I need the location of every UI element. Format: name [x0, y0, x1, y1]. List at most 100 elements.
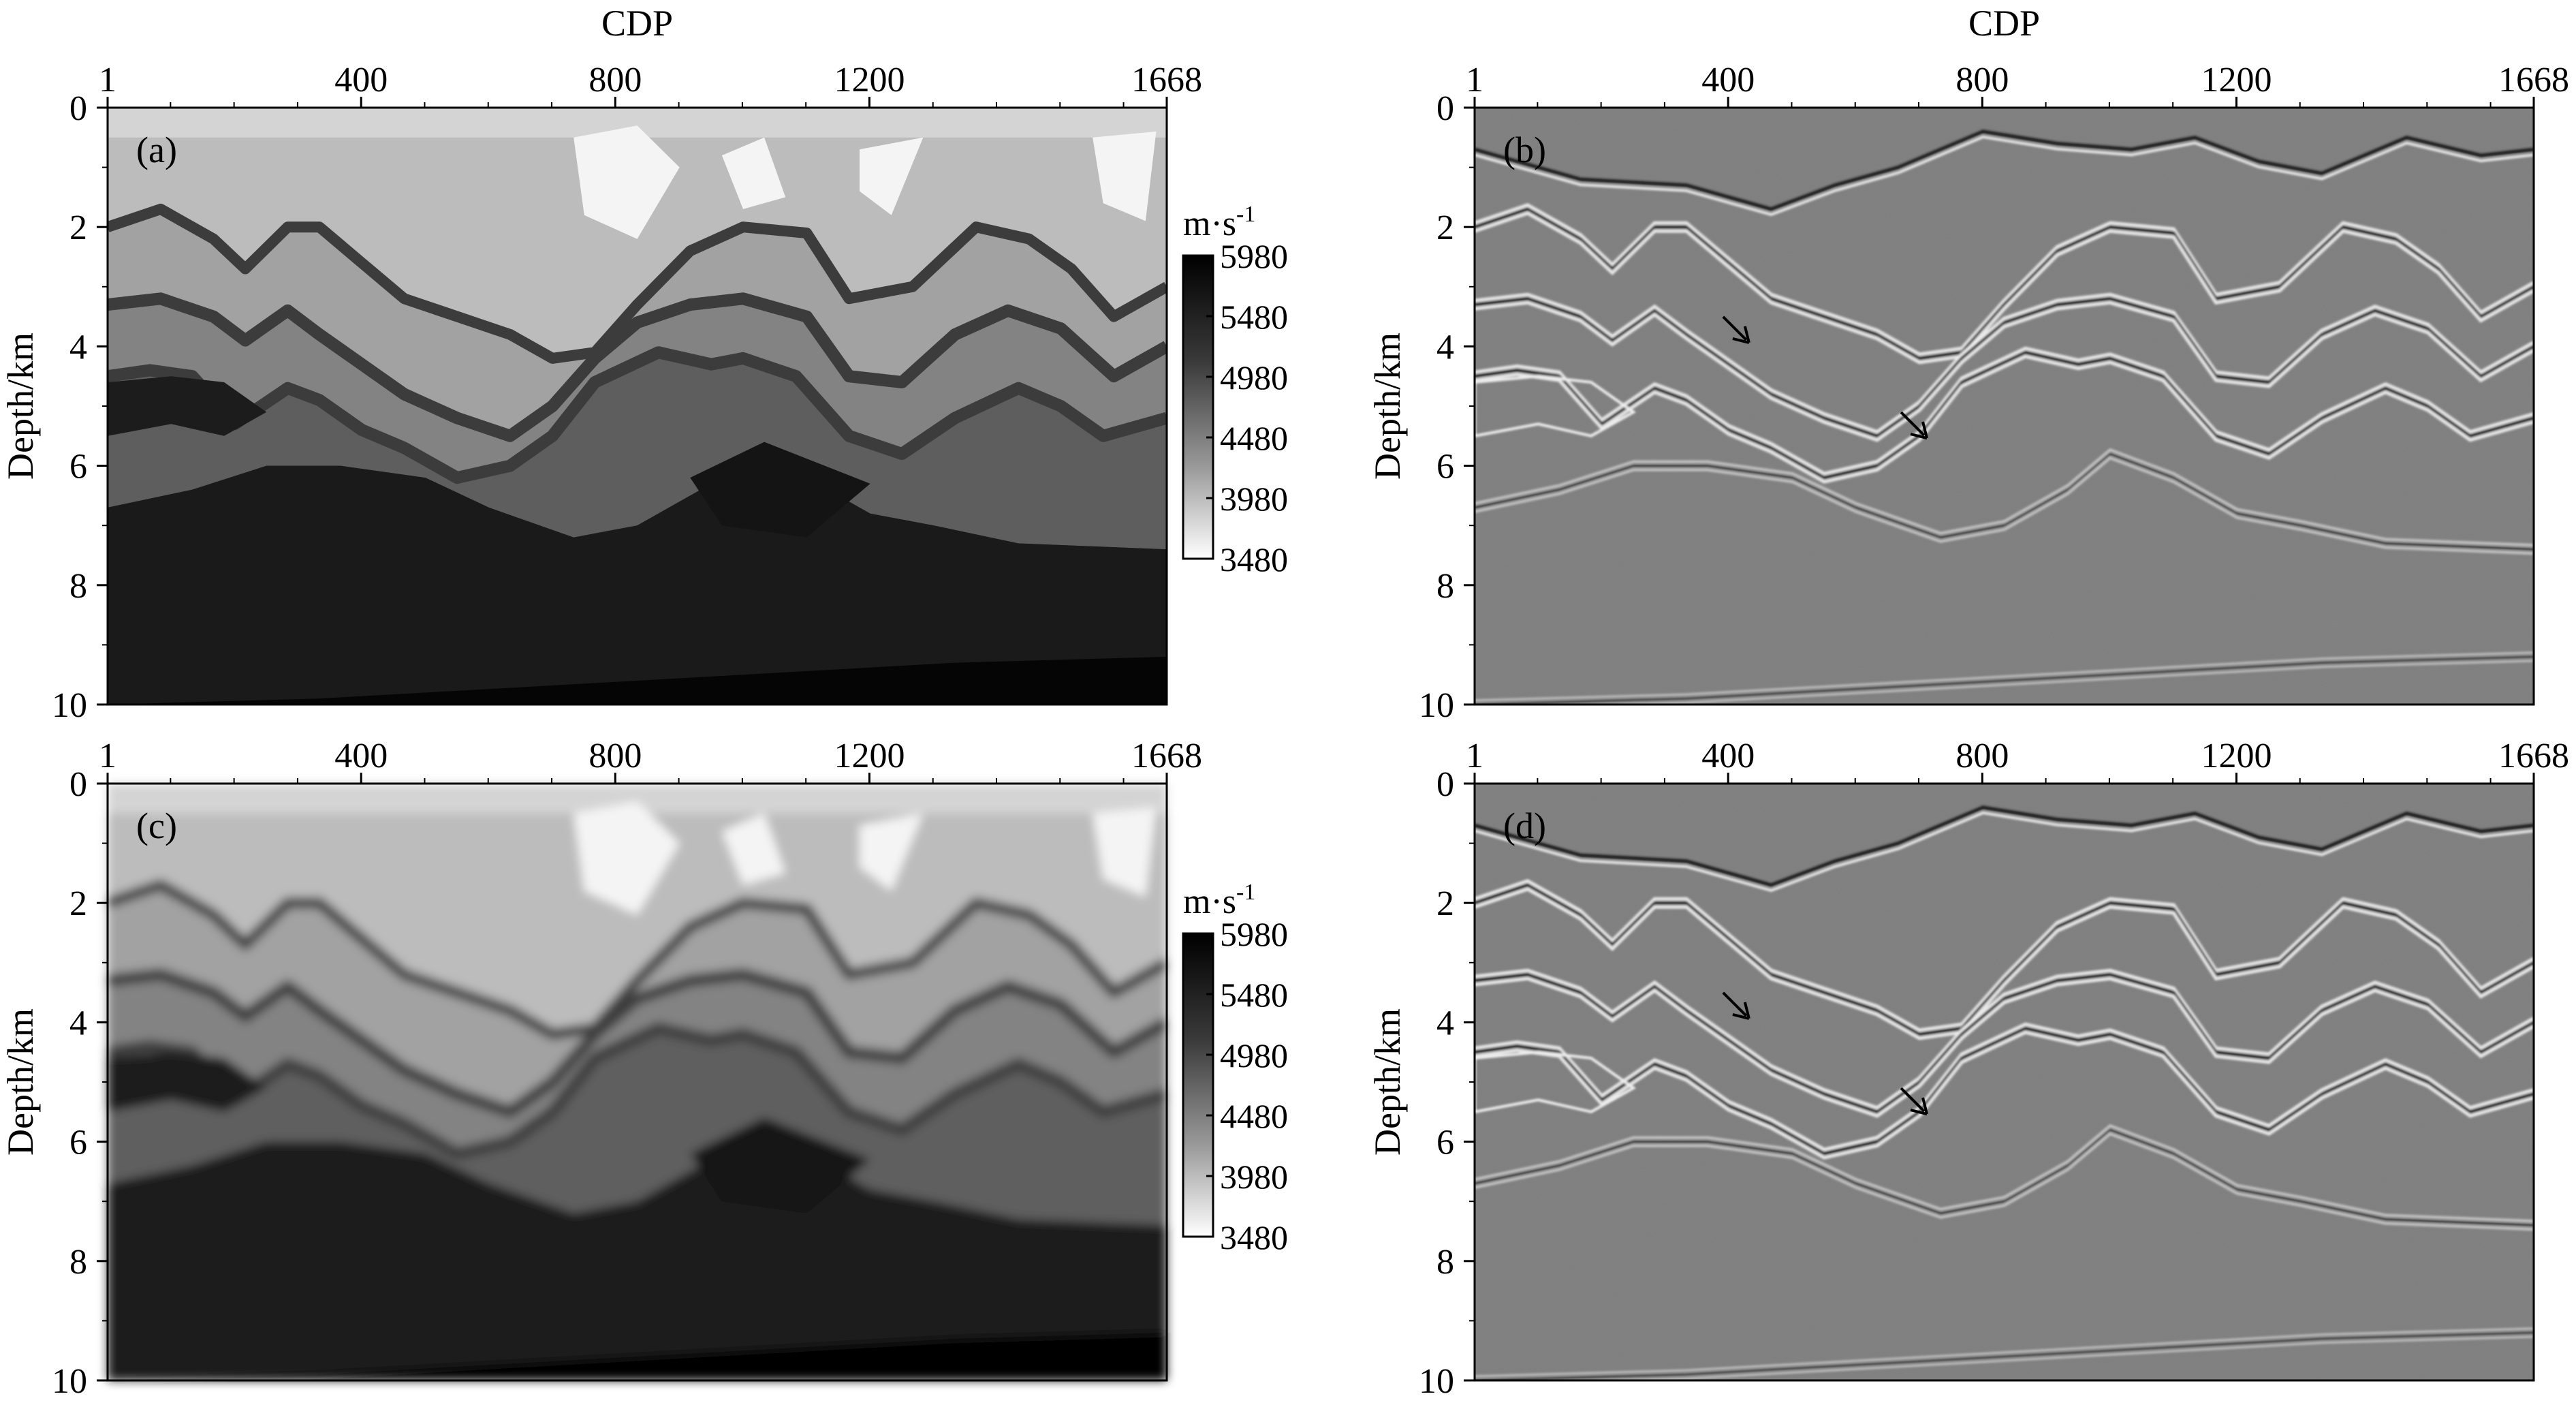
low-velocity-patch: [574, 801, 680, 915]
reflector-event: [1475, 1026, 2534, 1156]
seafloor-event: [1475, 129, 2534, 211]
y-tick-label: 4: [69, 328, 87, 367]
x-tick-label: 1: [99, 61, 116, 99]
y-tick-label: 8: [1436, 567, 1454, 606]
basement-block: [690, 442, 870, 538]
y-axis-title: Depth/km: [0, 333, 41, 480]
reflector-event: [1475, 456, 2534, 555]
y-tick-label: 0: [69, 89, 87, 128]
x-tick-label: 800: [1955, 61, 2009, 99]
colorbar-tick-label: 5480: [1220, 298, 1288, 336]
y-tick-label: 2: [1436, 884, 1454, 923]
axes-b: 1 400 800 1200 1668 0 2 4 6 8 10 CDP Depth/km (b): [1367, 3, 2569, 725]
y-tick-label: 8: [69, 1243, 87, 1282]
y-tick-label: 4: [1436, 1004, 1454, 1042]
reflector-event: [1583, 660, 2534, 705]
salt-outline-event: [1475, 1051, 1637, 1113]
y-axis-title: Depth/km: [0, 1008, 41, 1156]
reflector-event: [1475, 655, 2534, 705]
x-tick-label: 800: [588, 61, 642, 99]
x-tick-label: 400: [334, 61, 388, 99]
colorbar-c: 5980 5480 4980 4480 3980 3480 m·s-1: [1182, 880, 1288, 1256]
y-tick-label: 6: [69, 1124, 87, 1162]
colorbar-tick-label: 3980: [1220, 480, 1288, 518]
colorbar-tick-label: 4980: [1220, 358, 1288, 397]
reflector-event: [1475, 976, 2534, 1118]
axes-d: 1 400 800 1200 1668 0 2 4 6 8 10 Depth/km (d): [1367, 737, 2569, 1401]
y-tick-label: 10: [1419, 686, 1454, 725]
y-tick-label: 0: [1436, 765, 1454, 804]
reflector-event: [1475, 879, 2534, 1032]
colorbar-tick-label: 5480: [1220, 976, 1288, 1014]
arrow-marker: [1722, 991, 1750, 1020]
reflector-event: [1475, 296, 2534, 438]
y-tick-label: 4: [69, 1004, 87, 1042]
high-velocity-band: [108, 292, 1167, 442]
y-tick-label: 8: [69, 567, 87, 606]
arrow-shaft: [1900, 1087, 1926, 1113]
y-tick-label: 8: [1436, 1243, 1454, 1282]
bottom-layer: [108, 656, 1167, 705]
arrow-head: [1732, 1002, 1750, 1020]
x-axis-title: CDP: [601, 3, 673, 44]
migration-image-b: [1475, 108, 2534, 705]
axes-c: 1 400 800 1200 1668 0 2 4 6 8 10 Depth/km (c): [0, 737, 1202, 1401]
axes-a: 1 400 800 1200 1668 0 2 4 6 8 10 CDP Depth/km (a): [0, 3, 1202, 725]
y-tick-label: 10: [52, 686, 87, 725]
reflector-event: [1475, 350, 2534, 480]
colorbar-a: 5980 5480 4980 4480 3980 3480 m·s-1: [1182, 202, 1288, 578]
panel-label: (b): [1503, 129, 1546, 170]
basement: [108, 454, 1167, 705]
colorbar-tick-label: 4480: [1220, 419, 1288, 457]
reflector-event: [1475, 1124, 2534, 1223]
reflector-event: [1475, 972, 2534, 1114]
reflector-event: [1475, 1030, 2534, 1160]
low-velocity-patch: [860, 137, 924, 215]
seafloor-event: [1475, 805, 2534, 887]
reflector-event: [1475, 1128, 2534, 1227]
high-velocity-band: [108, 968, 1167, 1118]
arrow-marker: [1900, 1087, 1928, 1115]
basement: [108, 1130, 1167, 1380]
low-velocity-patch: [721, 137, 786, 209]
x-tick-label: 1668: [2498, 61, 2569, 99]
y-tick-label: 2: [69, 208, 87, 247]
colorbar-unit: m·s-1: [1183, 880, 1255, 921]
y-axis-title: Depth/km: [1367, 1008, 1408, 1156]
y-tick-label: 2: [1436, 208, 1454, 247]
velocity-model-c: [108, 784, 1167, 1380]
reflector-event: [1475, 1331, 2534, 1380]
x-tick-label: 1: [1466, 737, 1483, 775]
low-velocity-patch: [574, 125, 680, 239]
y-tick-label: 6: [1436, 448, 1454, 486]
x-tick-label: 800: [1955, 737, 2009, 775]
high-velocity-band: [108, 1022, 1167, 1160]
salt-body: [108, 1052, 267, 1112]
colorbar-tick-label: 4480: [1220, 1097, 1288, 1135]
x-tick-label: 1668: [1131, 737, 1202, 775]
x-tick-label: 400: [1701, 61, 1755, 99]
x-tick-label: 1668: [1131, 61, 1202, 99]
reflector-event: [1475, 292, 2534, 434]
x-tick-label: 1200: [834, 737, 905, 775]
seafloor-event: [1475, 811, 2534, 893]
migration-image-d: [1475, 784, 2534, 1380]
y-tick-label: 2: [69, 884, 87, 923]
arrow-shaft: [1722, 315, 1748, 341]
reflector-event: [1583, 1335, 2534, 1380]
x-tick-label: 400: [334, 737, 388, 775]
y-tick-label: 6: [1436, 1124, 1454, 1162]
arrow-head: [1910, 421, 1928, 439]
panel-label: (d): [1503, 805, 1546, 846]
x-tick-label: 1: [99, 737, 116, 775]
colorbar-tick-label: 3480: [1220, 1218, 1288, 1256]
reflector-event: [1475, 1327, 2534, 1378]
x-tick-label: 1200: [2201, 737, 2272, 775]
y-tick-label: 10: [1419, 1362, 1454, 1401]
low-velocity-patch: [1093, 132, 1157, 221]
reflector-event: [1475, 203, 2534, 356]
arrow-head: [1732, 326, 1750, 344]
arrow-marker: [1722, 315, 1750, 344]
low-velocity-patch: [721, 813, 786, 885]
